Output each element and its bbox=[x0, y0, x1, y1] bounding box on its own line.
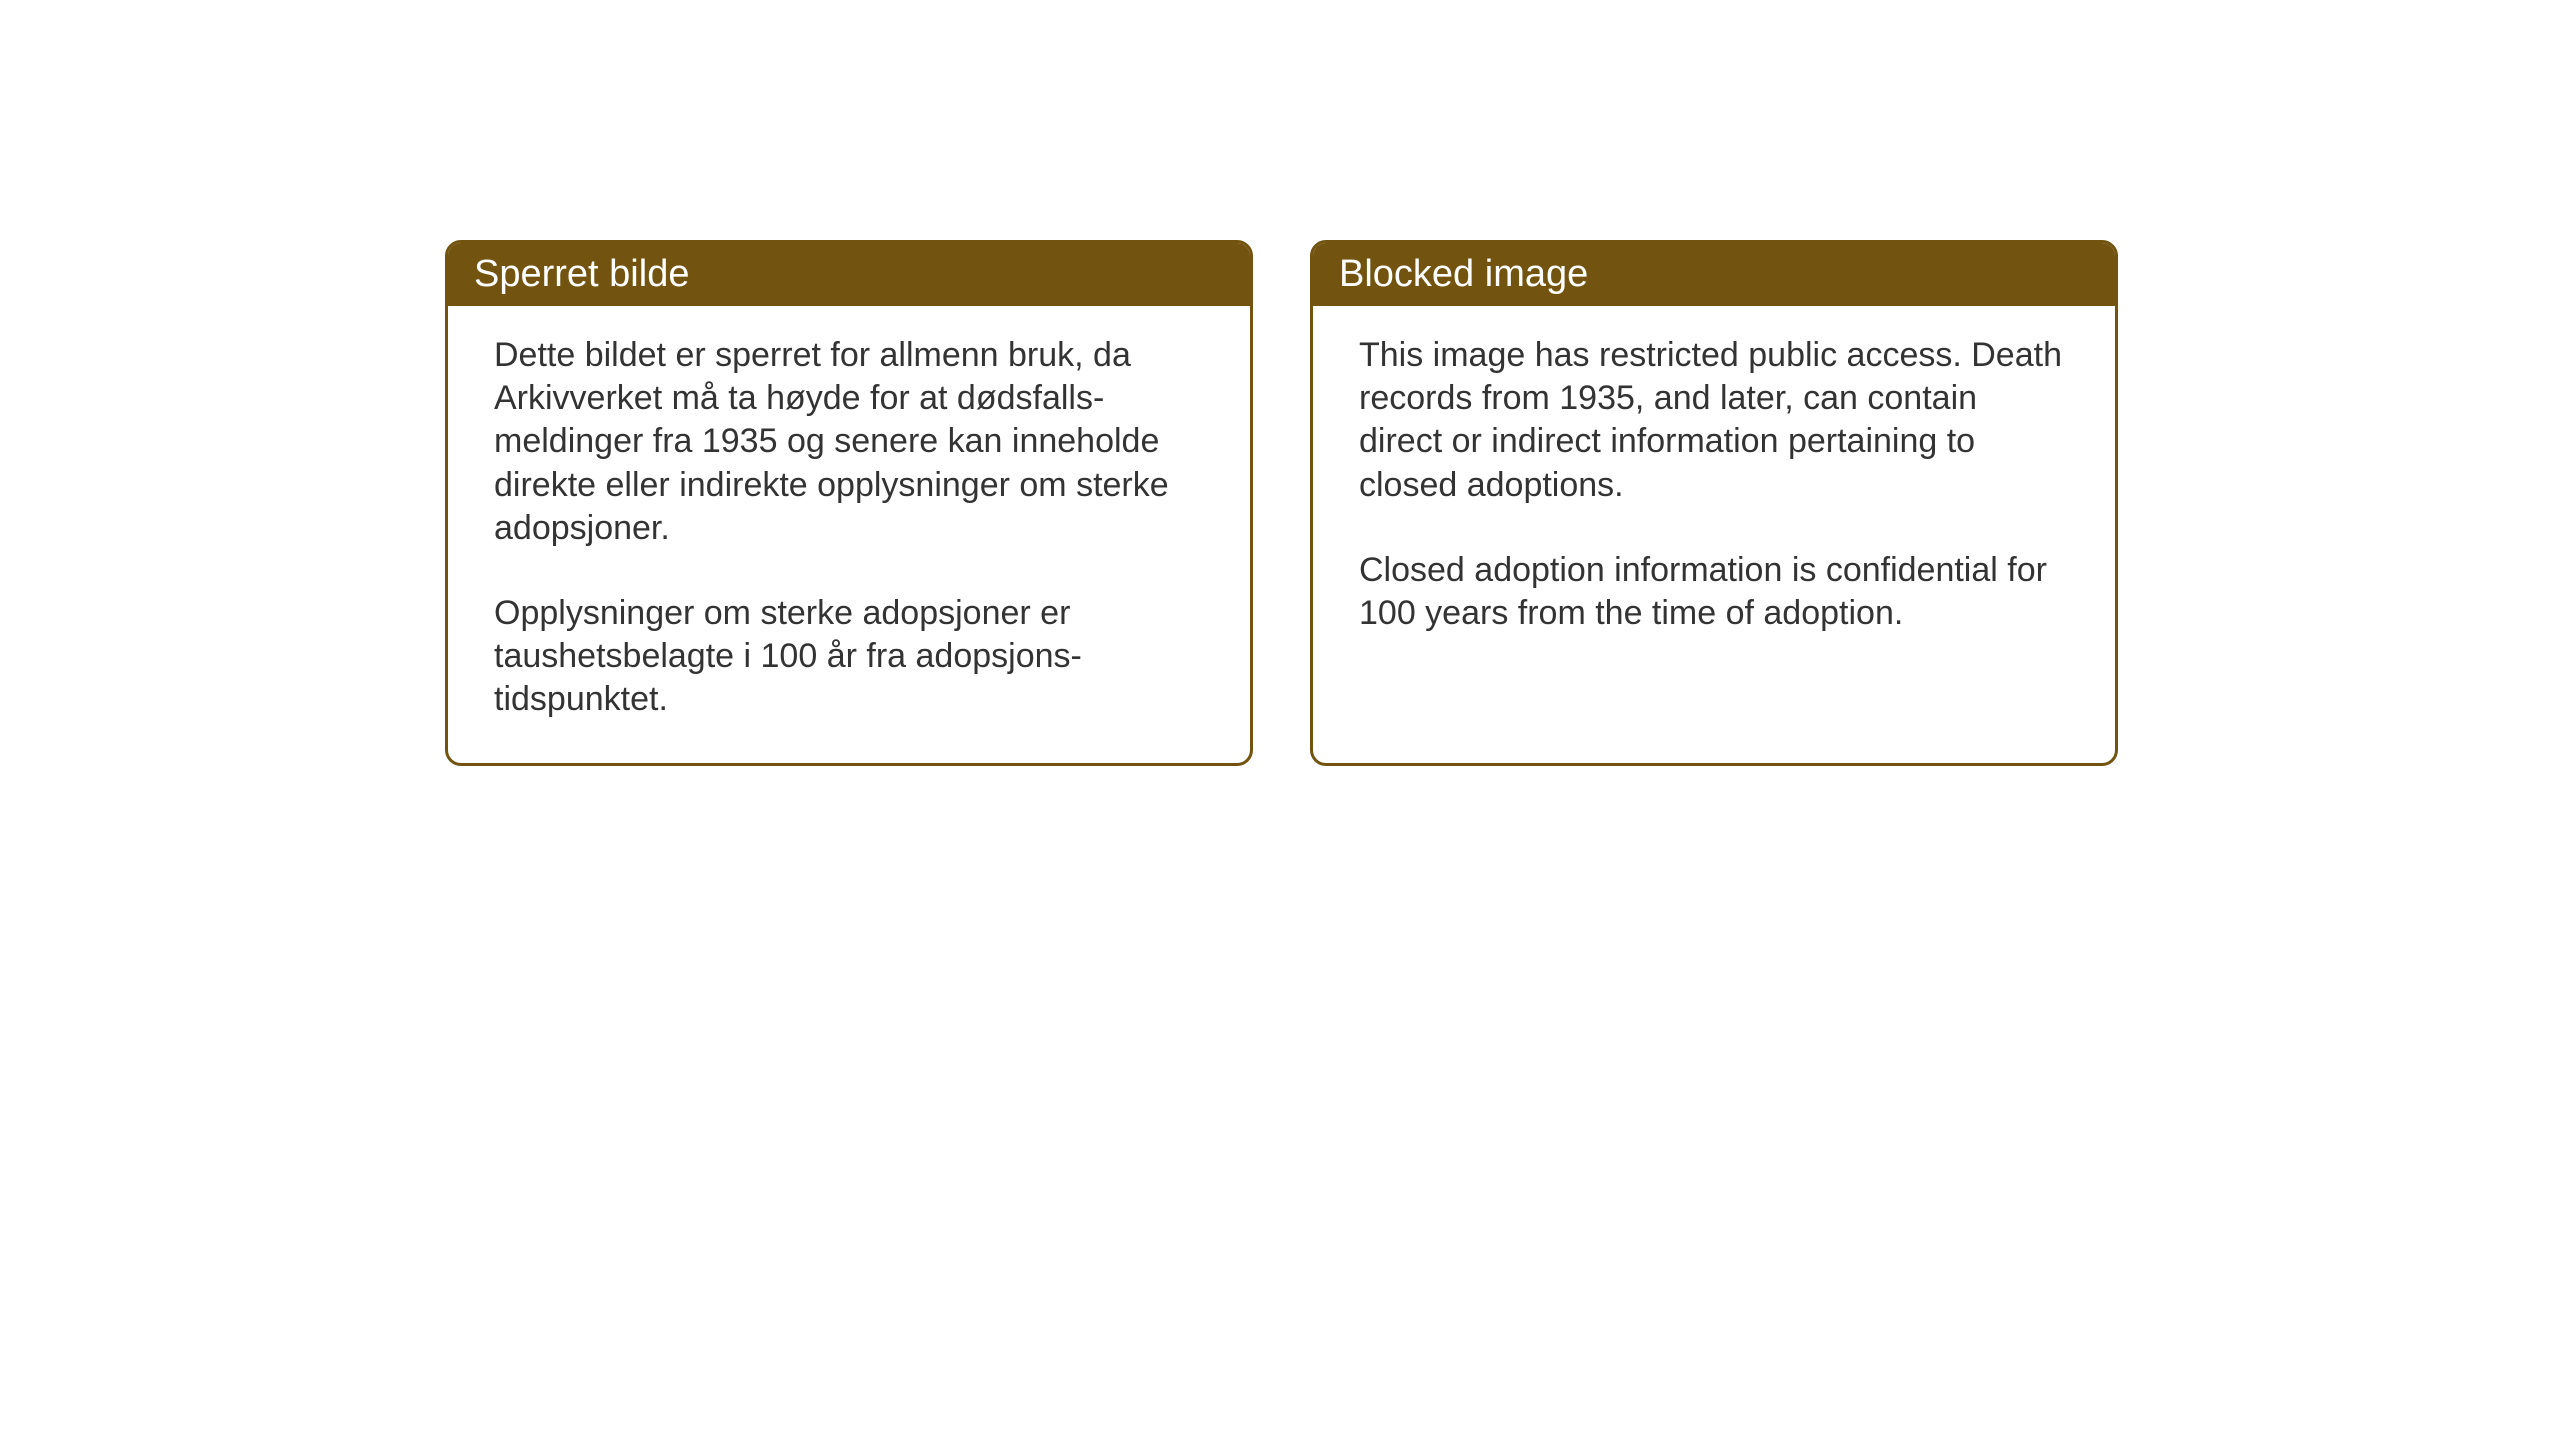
notice-paragraph-1-norwegian: Dette bildet er sperret for allmenn bruk… bbox=[494, 334, 1204, 550]
notice-header-english: Blocked image bbox=[1313, 243, 2115, 306]
notice-container: Sperret bilde Dette bildet er sperret fo… bbox=[445, 240, 2118, 766]
notice-header-norwegian: Sperret bilde bbox=[448, 243, 1250, 306]
notice-title-norwegian: Sperret bilde bbox=[474, 253, 689, 295]
notice-title-english: Blocked image bbox=[1339, 253, 1588, 295]
notice-box-norwegian: Sperret bilde Dette bildet er sperret fo… bbox=[445, 240, 1253, 766]
notice-paragraph-2-norwegian: Opplysninger om sterke adopsjoner er tau… bbox=[494, 592, 1204, 722]
notice-paragraph-1-english: This image has restricted public access.… bbox=[1359, 334, 2069, 507]
notice-paragraph-2-english: Closed adoption information is confident… bbox=[1359, 549, 2069, 635]
notice-box-english: Blocked image This image has restricted … bbox=[1310, 240, 2118, 766]
notice-body-english: This image has restricted public access.… bbox=[1313, 306, 2115, 677]
notice-body-norwegian: Dette bildet er sperret for allmenn bruk… bbox=[448, 306, 1250, 763]
